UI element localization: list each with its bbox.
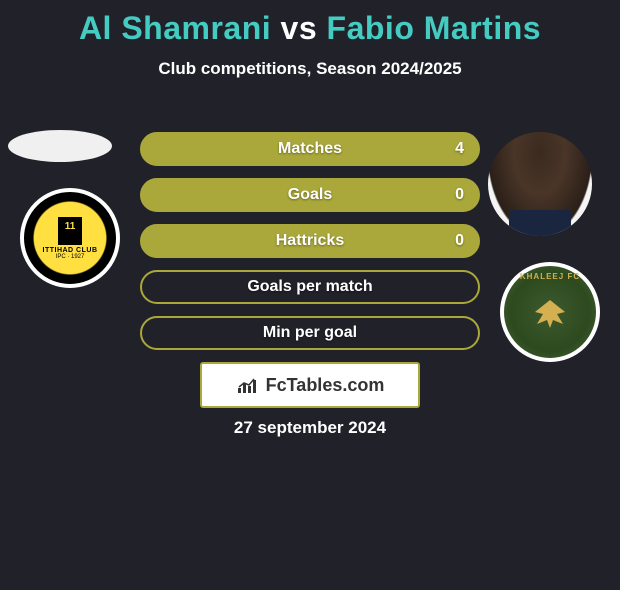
stat-value-right: 0: [455, 186, 464, 204]
player2-club-name: KHALEEJ FC: [520, 272, 580, 281]
stat-row-hattricks: Hattricks 0: [140, 224, 480, 258]
stat-row-goals: Goals 0: [140, 178, 480, 212]
player2-name: Fabio Martins: [327, 10, 542, 46]
player1-club-badge: ITTIHAD CLUB IPC · 1927: [20, 188, 120, 288]
fctables-brand-text: FcTables.com: [266, 375, 385, 396]
club-shirt-icon: [58, 217, 82, 245]
stat-row-goals-per-match: Goals per match: [140, 270, 480, 304]
stat-label: Min per goal: [263, 324, 357, 342]
player1-photo: [8, 130, 112, 162]
stat-label: Goals: [288, 186, 332, 204]
stat-label: Matches: [278, 140, 342, 158]
date-text: 27 september 2024: [0, 418, 620, 438]
stat-value-right: 0: [455, 232, 464, 250]
stat-label: Goals per match: [247, 278, 372, 296]
player2-photo: [488, 132, 592, 236]
player1-club-name: ITTIHAD CLUB: [43, 247, 98, 254]
comparison-title: Al Shamrani vs Fabio Martins: [0, 10, 620, 47]
vs-text: vs: [281, 10, 318, 46]
player1-club-year: IPC · 1927: [56, 254, 85, 260]
chart-icon: [236, 376, 260, 394]
stat-label: Hattricks: [276, 232, 344, 250]
eagle-icon: [525, 292, 575, 332]
player1-name: Al Shamrani: [79, 10, 271, 46]
stat-value-right: 4: [455, 140, 464, 158]
stat-row-matches: Matches 4: [140, 132, 480, 166]
subtitle: Club competitions, Season 2024/2025: [0, 59, 620, 79]
stats-container: Matches 4 Goals 0 Hattricks 0 Goals per …: [140, 132, 480, 362]
fctables-badge: FcTables.com: [200, 362, 420, 408]
player2-club-badge: KHALEEJ FC: [500, 262, 600, 362]
stat-row-min-per-goal: Min per goal: [140, 316, 480, 350]
